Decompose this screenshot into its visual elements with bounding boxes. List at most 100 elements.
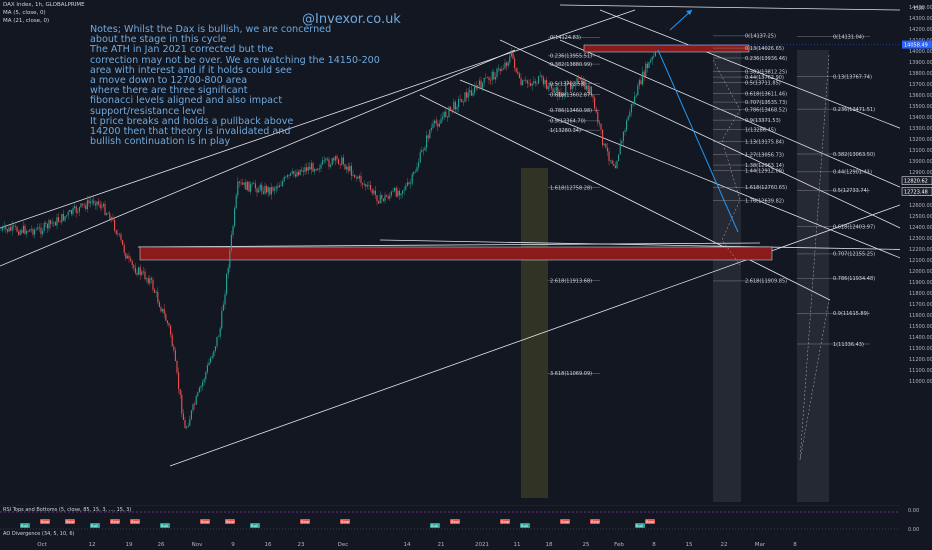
candle[interactable]	[168, 321, 170, 329]
candle[interactable]	[227, 264, 229, 279]
candle[interactable]	[274, 186, 276, 195]
candle[interactable]	[38, 223, 40, 232]
candle[interactable]	[163, 304, 165, 319]
candle[interactable]	[592, 94, 594, 103]
bull-badge[interactable]: Bull	[430, 523, 440, 528]
candle[interactable]	[126, 253, 128, 259]
candle[interactable]	[298, 169, 300, 177]
candle[interactable]	[19, 228, 21, 236]
candle[interactable]	[370, 180, 372, 192]
candle[interactable]	[106, 212, 108, 216]
candle[interactable]	[80, 203, 82, 209]
candle[interactable]	[317, 167, 319, 171]
candle[interactable]	[344, 163, 346, 171]
candle[interactable]	[120, 232, 122, 243]
candle[interactable]	[112, 213, 114, 222]
candle[interactable]	[67, 210, 69, 220]
candle[interactable]	[198, 386, 200, 393]
candle[interactable]	[21, 228, 23, 235]
candle[interactable]	[77, 208, 79, 214]
candle[interactable]	[363, 180, 365, 187]
candle[interactable]	[381, 193, 383, 204]
candle[interactable]	[341, 155, 343, 166]
candle[interactable]	[130, 256, 132, 263]
candle[interactable]	[37, 223, 39, 231]
candle[interactable]	[346, 164, 348, 174]
candle[interactable]	[85, 202, 87, 212]
candle[interactable]	[365, 183, 367, 191]
candle[interactable]	[72, 205, 74, 217]
candle[interactable]	[438, 119, 440, 128]
candle[interactable]	[74, 202, 76, 211]
candle[interactable]	[78, 206, 80, 216]
candle[interactable]	[27, 230, 29, 233]
candle[interactable]	[173, 343, 175, 353]
candle[interactable]	[358, 174, 360, 182]
candle[interactable]	[282, 179, 284, 188]
candle[interactable]	[470, 85, 472, 97]
trendline[interactable]	[499, 39, 900, 242]
candle[interactable]	[248, 181, 250, 192]
candle[interactable]	[342, 154, 344, 167]
candle[interactable]	[296, 168, 298, 178]
candle[interactable]	[613, 160, 615, 167]
candle[interactable]	[59, 220, 61, 223]
candle[interactable]	[277, 182, 279, 192]
candle[interactable]	[515, 67, 517, 74]
candle[interactable]	[141, 269, 143, 277]
candle[interactable]	[203, 377, 205, 386]
candle[interactable]	[339, 163, 341, 170]
candle[interactable]	[400, 193, 402, 199]
trendline[interactable]	[419, 94, 831, 301]
candle[interactable]	[448, 105, 450, 118]
candle[interactable]	[64, 216, 66, 222]
candle[interactable]	[206, 362, 208, 375]
candle[interactable]	[579, 76, 581, 80]
bear-badge[interactable]: Bear	[110, 519, 120, 524]
candle[interactable]	[622, 130, 624, 146]
candle[interactable]	[640, 76, 642, 85]
candle[interactable]	[184, 416, 186, 429]
candle[interactable]	[270, 183, 272, 200]
candle[interactable]	[253, 180, 255, 184]
candle[interactable]	[360, 171, 362, 187]
candle[interactable]	[496, 67, 498, 80]
candle[interactable]	[306, 162, 308, 175]
candle[interactable]	[142, 267, 144, 275]
candle[interactable]	[214, 346, 216, 353]
candle[interactable]	[157, 287, 159, 305]
candle[interactable]	[606, 143, 608, 157]
candle[interactable]	[397, 187, 399, 198]
candle[interactable]	[46, 222, 48, 234]
candle[interactable]	[328, 156, 330, 170]
candle[interactable]	[250, 181, 252, 195]
candle[interactable]	[582, 76, 584, 88]
candle[interactable]	[182, 409, 184, 421]
candle[interactable]	[390, 190, 392, 198]
bull-badge[interactable]: Bull	[90, 523, 100, 528]
candle[interactable]	[549, 80, 551, 91]
candle[interactable]	[638, 78, 640, 90]
candle[interactable]	[333, 156, 335, 164]
candle[interactable]	[237, 176, 239, 199]
candle[interactable]	[376, 194, 378, 206]
candle[interactable]	[195, 394, 197, 406]
candle[interactable]	[224, 290, 226, 310]
candle[interactable]	[477, 84, 479, 91]
candle[interactable]	[280, 180, 282, 187]
candle[interactable]	[443, 111, 445, 120]
candle[interactable]	[635, 93, 637, 99]
candle[interactable]	[146, 277, 148, 283]
candle[interactable]	[266, 184, 268, 195]
candle[interactable]	[352, 170, 354, 177]
candle[interactable]	[302, 167, 304, 177]
candle[interactable]	[22, 221, 24, 234]
candle[interactable]	[136, 268, 138, 277]
candle[interactable]	[654, 50, 656, 57]
candle[interactable]	[96, 201, 98, 211]
candle[interactable]	[424, 145, 426, 151]
candle[interactable]	[421, 146, 423, 153]
candle[interactable]	[261, 181, 263, 196]
candle[interactable]	[382, 198, 384, 203]
candle[interactable]	[109, 210, 111, 220]
